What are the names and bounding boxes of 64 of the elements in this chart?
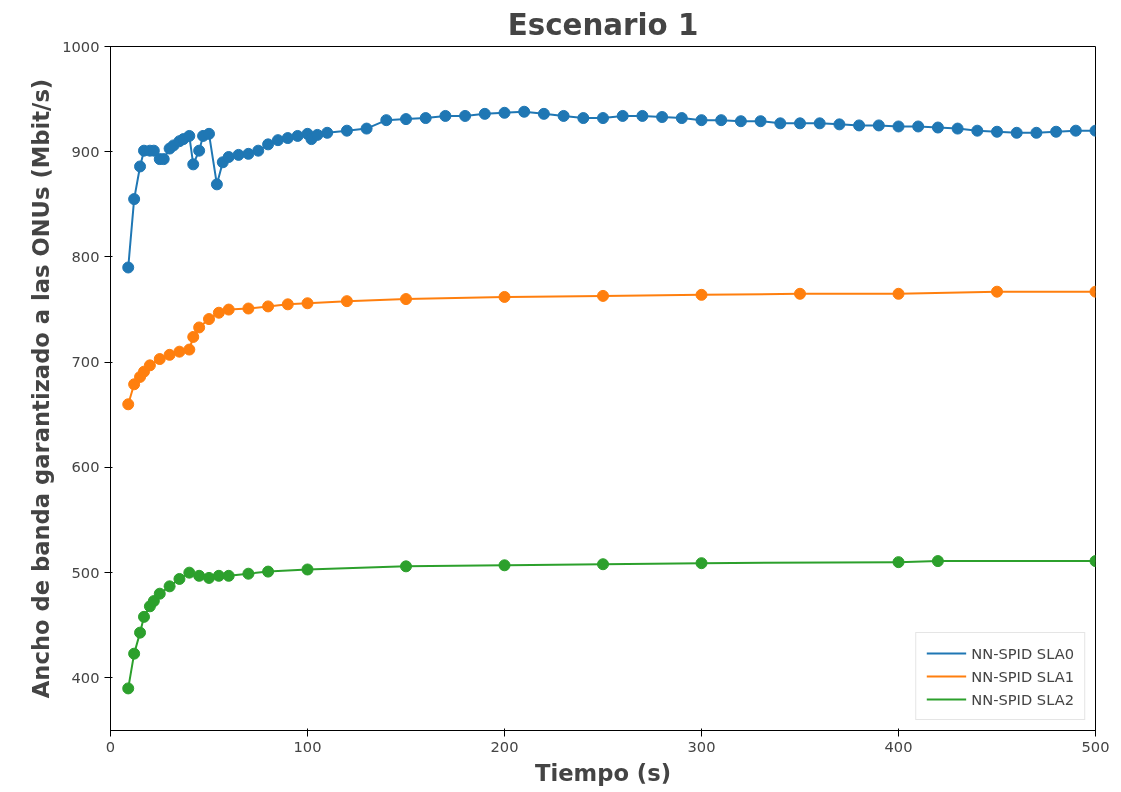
- chart-title: Escenario 1: [507, 7, 699, 42]
- point: [892, 287, 905, 300]
- point: [163, 580, 176, 593]
- point: [212, 569, 225, 582]
- point: [143, 359, 156, 372]
- point: [695, 288, 708, 301]
- point: [400, 560, 412, 573]
- point: [597, 558, 609, 571]
- point: [212, 306, 225, 319]
- point: [173, 572, 186, 585]
- y-tick-label: 700: [71, 353, 100, 371]
- x-tick-label: 100: [293, 737, 322, 755]
- x-tick-label: 400: [884, 737, 913, 755]
- point: [301, 563, 314, 576]
- point: [794, 287, 806, 300]
- point: [222, 569, 235, 582]
- legend-label: NN-SPID SLA2: [971, 690, 1074, 708]
- point: [163, 348, 176, 361]
- point: [122, 682, 135, 695]
- point: [134, 626, 147, 639]
- point: [137, 610, 150, 623]
- point: [203, 313, 215, 326]
- legend-label: NN-SPID SLA1: [971, 667, 1074, 685]
- point: [153, 353, 166, 366]
- point: [122, 398, 135, 411]
- point: [498, 290, 511, 303]
- point: [203, 571, 215, 584]
- point: [301, 297, 314, 310]
- x-tick-label: 200: [490, 737, 519, 755]
- x-tick-label: 300: [687, 737, 716, 755]
- y-axis-title: Ancho de banda garantizado a las ONUs (Mbit/s): [28, 78, 55, 699]
- point: [147, 595, 160, 608]
- point: [128, 647, 141, 660]
- point: [242, 567, 255, 580]
- point: [153, 587, 166, 600]
- y-tick-label: 900: [71, 142, 100, 160]
- legend-label: NN-SPID SLA0: [971, 644, 1074, 662]
- point: [187, 330, 200, 343]
- y-tick-label: 1000: [62, 37, 100, 55]
- y-tick-label: 600: [71, 458, 100, 476]
- point: [193, 321, 206, 334]
- point: [498, 559, 511, 572]
- point: [931, 555, 944, 568]
- point: [695, 557, 708, 570]
- point: [262, 565, 275, 578]
- point: [281, 298, 294, 311]
- point: [173, 345, 186, 358]
- x-tick-label: 0: [105, 737, 116, 755]
- point: [193, 569, 206, 582]
- point: [222, 303, 235, 316]
- y-tick-label: 400: [71, 668, 100, 686]
- point: [242, 302, 255, 315]
- y-tick-label: 800: [71, 247, 100, 265]
- point: [340, 295, 353, 308]
- point: [400, 293, 412, 306]
- point: [597, 289, 609, 302]
- x-tick-label: 500: [1081, 737, 1110, 755]
- point: [183, 343, 196, 356]
- x-axis-title: Tiempo (s): [534, 759, 672, 786]
- point: [892, 556, 905, 569]
- point: [183, 566, 196, 579]
- point: [991, 285, 1003, 298]
- point: [262, 300, 275, 313]
- y-tick-label: 500: [71, 563, 100, 581]
